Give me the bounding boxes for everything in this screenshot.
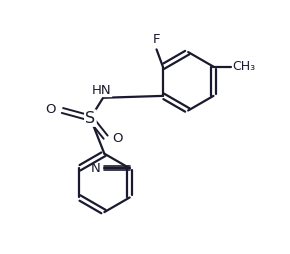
Text: S: S (85, 110, 95, 126)
Text: CH₃: CH₃ (232, 60, 255, 73)
Text: F: F (153, 33, 160, 45)
Text: O: O (46, 103, 56, 116)
Text: O: O (112, 132, 122, 145)
Text: HN: HN (92, 84, 112, 97)
Text: N: N (91, 162, 100, 175)
